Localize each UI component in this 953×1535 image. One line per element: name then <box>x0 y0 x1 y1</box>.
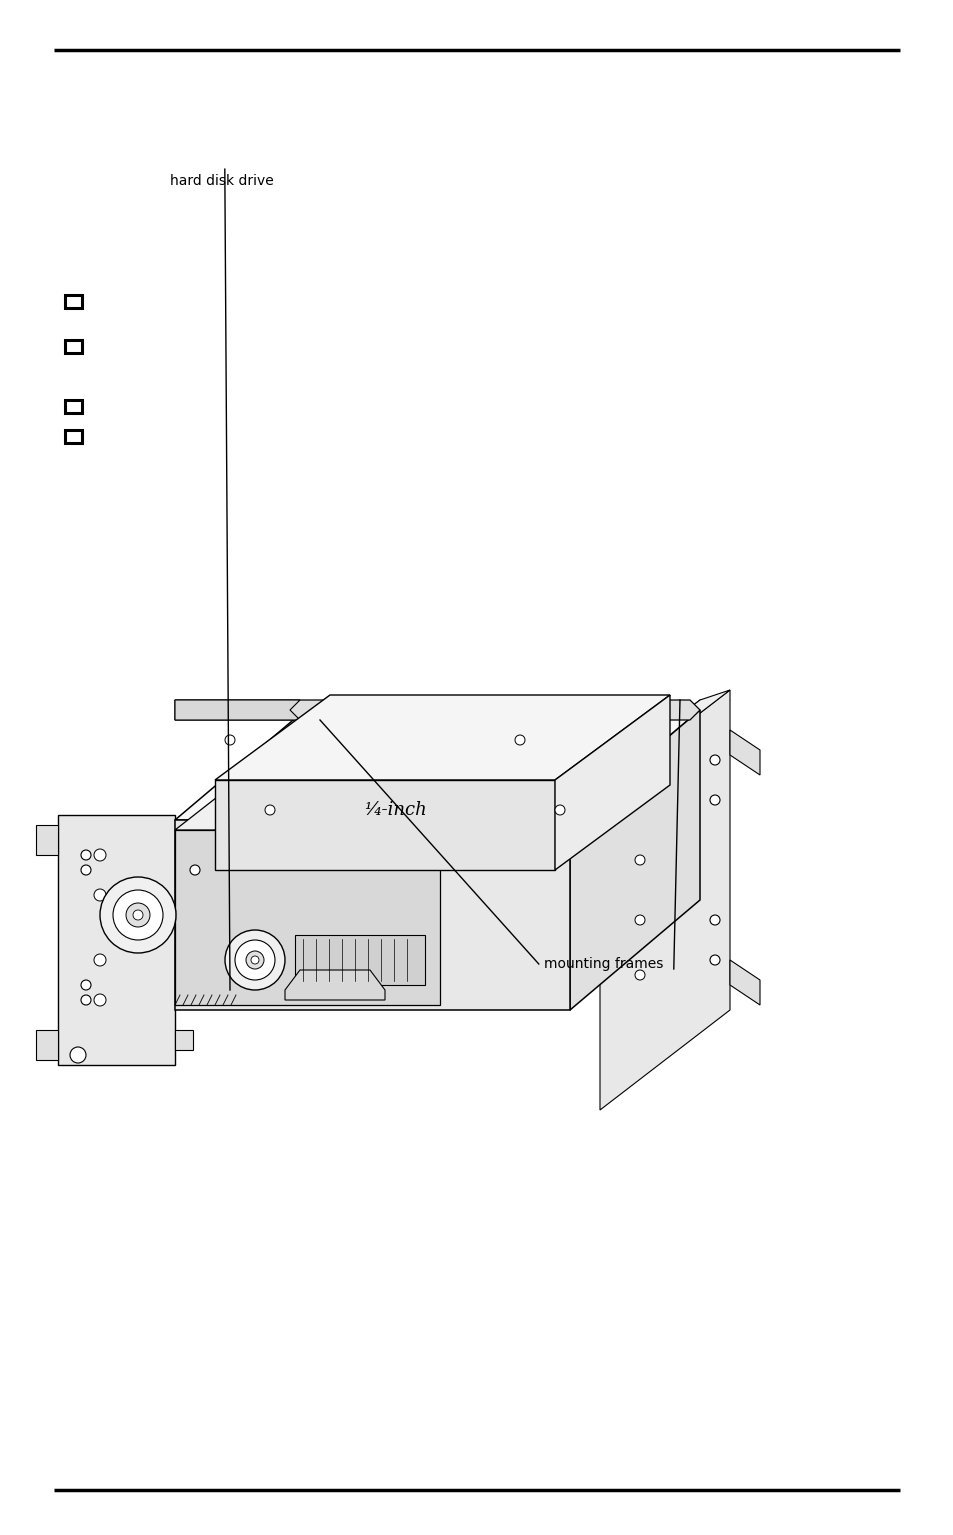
Circle shape <box>515 735 524 744</box>
Polygon shape <box>174 700 299 720</box>
Bar <box>65 430 82 444</box>
Circle shape <box>709 795 720 804</box>
Circle shape <box>225 735 234 744</box>
Circle shape <box>81 995 91 1005</box>
Polygon shape <box>174 700 700 720</box>
Circle shape <box>126 903 150 927</box>
Circle shape <box>81 866 91 875</box>
Circle shape <box>100 876 175 953</box>
Polygon shape <box>174 820 569 1010</box>
Circle shape <box>190 866 200 875</box>
Circle shape <box>81 850 91 860</box>
Circle shape <box>94 889 106 901</box>
Polygon shape <box>285 970 385 999</box>
Circle shape <box>635 744 644 755</box>
Bar <box>65 295 82 309</box>
Circle shape <box>246 952 264 969</box>
Circle shape <box>234 939 274 979</box>
Polygon shape <box>214 695 669 780</box>
Circle shape <box>132 910 143 919</box>
Polygon shape <box>555 695 669 870</box>
Polygon shape <box>729 731 760 775</box>
Polygon shape <box>569 700 729 800</box>
Polygon shape <box>36 1030 58 1061</box>
Polygon shape <box>569 691 729 800</box>
Circle shape <box>225 930 285 990</box>
Circle shape <box>709 755 720 764</box>
Bar <box>65 339 82 353</box>
Bar <box>294 935 424 985</box>
Circle shape <box>112 890 163 939</box>
Polygon shape <box>174 830 439 1005</box>
Polygon shape <box>174 1030 193 1050</box>
Circle shape <box>555 804 564 815</box>
Circle shape <box>94 953 106 966</box>
Polygon shape <box>58 815 174 1065</box>
Polygon shape <box>729 959 760 1005</box>
Polygon shape <box>174 711 700 820</box>
Polygon shape <box>569 711 700 1010</box>
Circle shape <box>635 795 644 804</box>
Polygon shape <box>174 740 555 830</box>
Text: mounting frames: mounting frames <box>543 956 662 972</box>
Circle shape <box>709 955 720 966</box>
Text: hard disk drive: hard disk drive <box>170 173 274 189</box>
Text: ¹⁄₄-inch: ¹⁄₄-inch <box>364 801 427 820</box>
Polygon shape <box>174 840 193 860</box>
Circle shape <box>94 995 106 1005</box>
Circle shape <box>70 1047 86 1064</box>
Polygon shape <box>214 780 555 870</box>
Polygon shape <box>599 691 729 1110</box>
Circle shape <box>635 970 644 979</box>
Circle shape <box>265 804 274 815</box>
Circle shape <box>251 956 258 964</box>
Circle shape <box>709 915 720 926</box>
Circle shape <box>81 979 91 990</box>
Circle shape <box>635 915 644 926</box>
Circle shape <box>94 849 106 861</box>
Circle shape <box>635 855 644 866</box>
Bar <box>65 401 82 413</box>
Polygon shape <box>36 824 58 855</box>
